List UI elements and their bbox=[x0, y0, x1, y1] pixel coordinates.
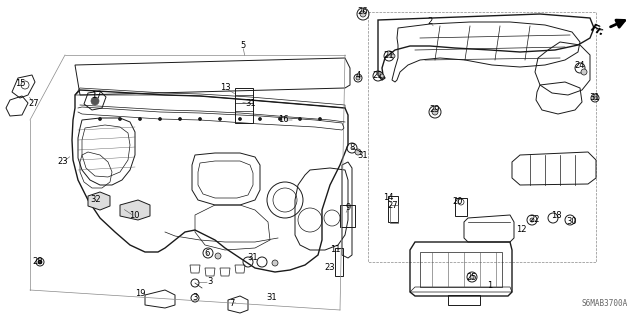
Circle shape bbox=[91, 97, 99, 105]
Text: 32: 32 bbox=[91, 196, 101, 204]
Text: 22: 22 bbox=[530, 216, 540, 225]
Text: 30: 30 bbox=[566, 218, 577, 226]
Bar bbox=[390, 205, 398, 223]
Text: 19: 19 bbox=[135, 288, 145, 298]
Text: 25: 25 bbox=[467, 272, 477, 281]
Text: 27: 27 bbox=[388, 201, 398, 210]
Circle shape bbox=[319, 117, 321, 121]
Text: 11: 11 bbox=[330, 244, 340, 254]
Bar bbox=[340, 205, 355, 227]
Circle shape bbox=[470, 275, 474, 279]
Text: 1: 1 bbox=[488, 281, 493, 291]
Text: 31: 31 bbox=[267, 293, 277, 302]
Text: 28: 28 bbox=[33, 256, 44, 265]
Circle shape bbox=[360, 11, 366, 17]
Text: 10: 10 bbox=[129, 211, 140, 220]
Text: 4: 4 bbox=[355, 71, 360, 80]
Circle shape bbox=[159, 117, 161, 121]
Text: 31: 31 bbox=[248, 254, 259, 263]
Circle shape bbox=[391, 54, 395, 58]
Circle shape bbox=[432, 109, 438, 115]
Text: 23: 23 bbox=[58, 158, 68, 167]
Text: 21: 21 bbox=[372, 70, 383, 79]
Text: 3: 3 bbox=[207, 278, 212, 286]
Text: 5: 5 bbox=[241, 41, 246, 50]
Text: 6: 6 bbox=[204, 249, 210, 257]
Circle shape bbox=[380, 74, 384, 78]
Circle shape bbox=[278, 117, 282, 121]
Text: 21: 21 bbox=[384, 50, 394, 60]
Text: 27: 27 bbox=[29, 100, 39, 108]
Circle shape bbox=[530, 218, 534, 222]
Circle shape bbox=[218, 117, 221, 121]
Polygon shape bbox=[120, 200, 150, 220]
Bar bbox=[420, 252, 502, 287]
Text: 12: 12 bbox=[516, 226, 526, 234]
Circle shape bbox=[272, 260, 278, 266]
Polygon shape bbox=[88, 192, 110, 210]
Circle shape bbox=[355, 149, 361, 155]
Circle shape bbox=[593, 96, 597, 100]
Text: 23: 23 bbox=[324, 263, 335, 271]
Circle shape bbox=[356, 76, 360, 80]
Bar bbox=[455, 198, 467, 216]
Text: Fr.: Fr. bbox=[589, 22, 606, 38]
Text: 24: 24 bbox=[575, 62, 585, 70]
Circle shape bbox=[581, 69, 587, 75]
Circle shape bbox=[99, 117, 102, 121]
Text: 14: 14 bbox=[383, 194, 393, 203]
Text: 31: 31 bbox=[246, 100, 256, 108]
Circle shape bbox=[259, 117, 262, 121]
Circle shape bbox=[138, 117, 141, 121]
Circle shape bbox=[239, 117, 241, 121]
Bar bbox=[368, 12, 596, 262]
Text: 18: 18 bbox=[550, 211, 561, 219]
Circle shape bbox=[179, 117, 182, 121]
Text: S6MAB3700A: S6MAB3700A bbox=[582, 299, 628, 308]
Text: 2: 2 bbox=[428, 18, 433, 26]
Text: 16: 16 bbox=[278, 115, 288, 124]
Text: 15: 15 bbox=[15, 78, 25, 87]
Text: 9: 9 bbox=[346, 204, 351, 212]
Text: 31: 31 bbox=[589, 93, 600, 101]
Text: 7: 7 bbox=[229, 299, 235, 308]
Text: 17: 17 bbox=[91, 91, 101, 100]
Circle shape bbox=[198, 117, 202, 121]
Text: 13: 13 bbox=[220, 84, 230, 93]
Bar bbox=[335, 248, 343, 276]
Circle shape bbox=[118, 117, 122, 121]
Circle shape bbox=[38, 260, 42, 264]
Text: 31: 31 bbox=[358, 151, 368, 160]
Text: 29: 29 bbox=[429, 106, 440, 115]
Text: 3: 3 bbox=[192, 293, 198, 302]
Bar bbox=[235, 88, 253, 123]
Text: 8: 8 bbox=[349, 143, 355, 152]
Circle shape bbox=[298, 117, 301, 121]
Text: 20: 20 bbox=[452, 197, 463, 206]
Bar bbox=[388, 196, 398, 222]
Circle shape bbox=[215, 253, 221, 259]
Text: 26: 26 bbox=[358, 8, 368, 17]
